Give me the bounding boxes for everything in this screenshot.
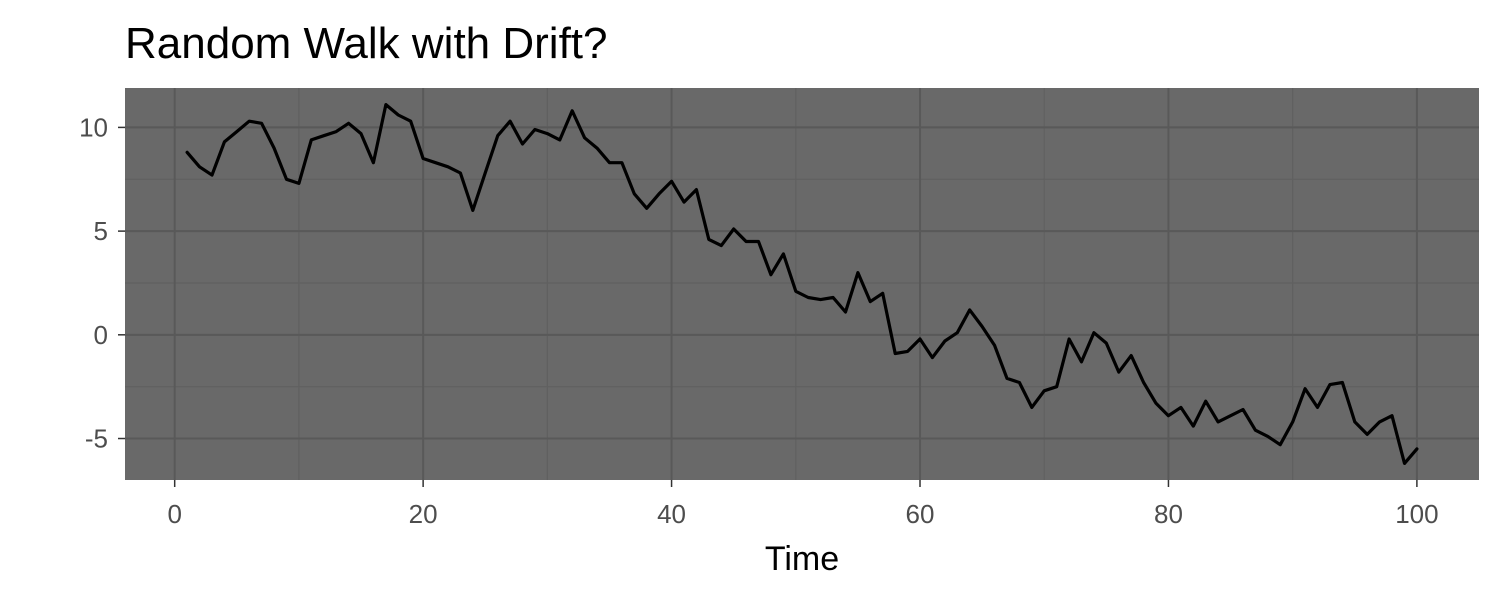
y-tick-label: 0 [94,320,108,350]
y-tick-label: 10 [79,112,108,142]
chart-title: Random Walk with Drift? [125,19,608,68]
y-tick-label: 5 [94,216,108,246]
minor-gridlines [125,88,1479,480]
x-tick-label: 100 [1395,499,1438,529]
x-tick-label: 20 [409,499,438,529]
x-tick-label: 80 [1154,499,1183,529]
x-axis-ticks: 0 20 40 60 80 100 [167,480,1439,529]
series-line [185,103,1419,465]
y-axis-ticks: 10 5 0 -5 [79,112,125,454]
x-tick-label: 60 [906,499,935,529]
y-tick-label: -5 [85,424,108,454]
x-axis-title: Time [765,540,839,578]
plot-panel [125,88,1479,480]
x-tick-label: 40 [657,499,686,529]
x-tick-label: 0 [167,499,181,529]
